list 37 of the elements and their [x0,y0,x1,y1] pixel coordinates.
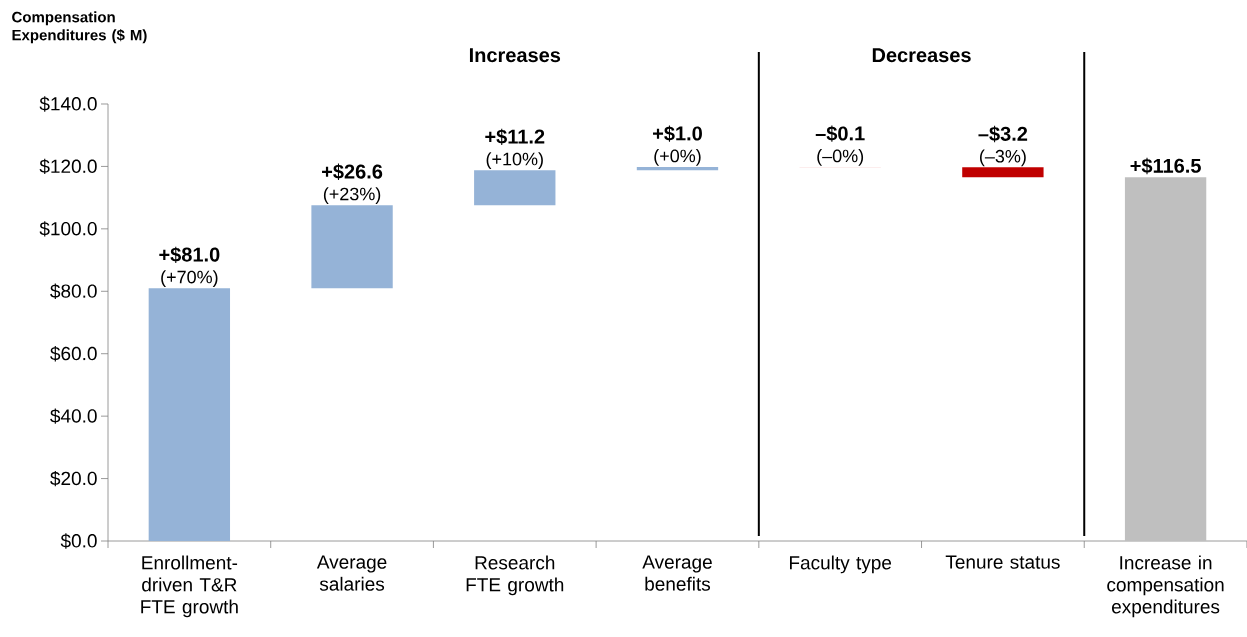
bar [474,170,556,206]
annotation: (+10%) [486,152,543,169]
data-label: +$116.5 [1130,157,1201,175]
y-tick-label: $100.0 [39,221,97,237]
bar [636,167,719,171]
annotation: (+23%) [323,187,381,204]
x-tick-label: Faculty type [790,555,892,574]
y-axis-title: Compensation Expenditures ($ M) [12,11,147,44]
x-tick-label: Enrollment-driven T&R FTE growth [141,555,238,618]
data-label: –$0.1 [815,125,865,142]
x-tick-label: Average benefits [642,555,712,591]
x-tick-label: Increase in compensation expenditures [1107,555,1224,618]
y-tick-label: $20.0 [50,470,97,487]
annotation: (+0%) [654,149,701,166]
bar [1124,177,1207,541]
y-tick-label: $80.0 [50,283,97,299]
text: Increases [469,48,561,63]
data-label: +$26.6 [322,163,383,180]
annotation: (–0%) [817,149,864,166]
x-tick-label: Research FTE growth [466,555,564,596]
bar [311,205,393,289]
data-label: +$81.0 [159,246,220,263]
y-tick-label: $60.0 [50,346,97,362]
annotation: (+70%) [161,270,218,287]
y-tick-label: $40.0 [50,408,97,424]
data-label: +$1.0 [653,125,702,142]
x-tick-label: Tenure status [945,555,1060,569]
y-tick-label: $0.0 [60,533,97,549]
bar [962,167,1044,178]
data-label: –$3.2 [978,125,1028,143]
annotation: (–3%) [979,149,1026,167]
bar [148,288,231,541]
data-label: +$11.2 [485,128,545,145]
x-tick-label: Average salaries [316,555,387,591]
y-tick-label: $120.0 [39,158,97,175]
text: Decreases [872,48,971,63]
y-tick-label: $140.0 [39,96,97,112]
